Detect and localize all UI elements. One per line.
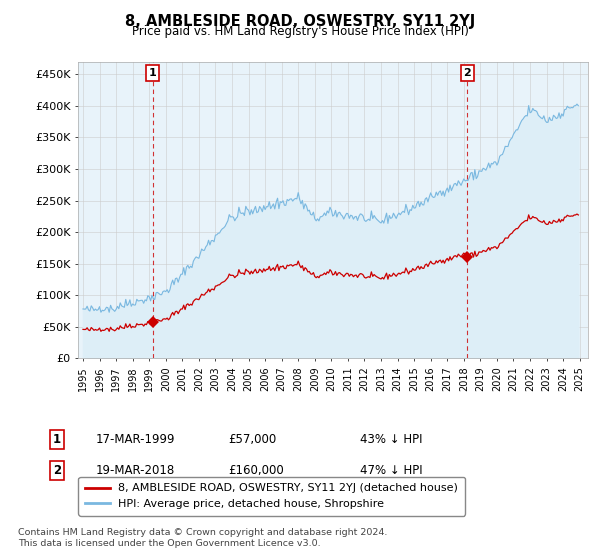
Text: 19-MAR-2018: 19-MAR-2018 [96, 464, 175, 477]
Text: 2: 2 [53, 464, 61, 477]
Text: Price paid vs. HM Land Registry's House Price Index (HPI): Price paid vs. HM Land Registry's House … [131, 25, 469, 38]
Text: £160,000: £160,000 [228, 464, 284, 477]
Text: 17-MAR-1999: 17-MAR-1999 [96, 433, 176, 446]
Text: 2: 2 [463, 68, 471, 78]
Text: 1: 1 [53, 433, 61, 446]
Text: 47% ↓ HPI: 47% ↓ HPI [360, 464, 422, 477]
Legend: 8, AMBLESIDE ROAD, OSWESTRY, SY11 2YJ (detached house), HPI: Average price, deta: 8, AMBLESIDE ROAD, OSWESTRY, SY11 2YJ (d… [79, 477, 465, 516]
Text: 43% ↓ HPI: 43% ↓ HPI [360, 433, 422, 446]
Text: 1: 1 [149, 68, 157, 78]
Text: 8, AMBLESIDE ROAD, OSWESTRY, SY11 2YJ: 8, AMBLESIDE ROAD, OSWESTRY, SY11 2YJ [125, 14, 475, 29]
Text: Contains HM Land Registry data © Crown copyright and database right 2024.
This d: Contains HM Land Registry data © Crown c… [18, 528, 388, 548]
Text: £57,000: £57,000 [228, 433, 276, 446]
